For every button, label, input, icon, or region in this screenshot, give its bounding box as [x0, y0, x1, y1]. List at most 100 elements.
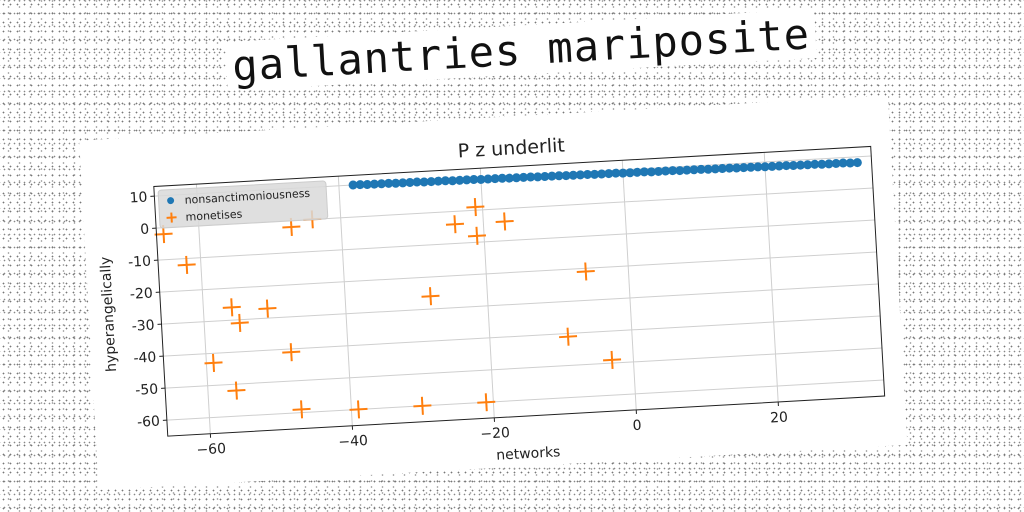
data-point [204, 353, 223, 372]
y-tick-label: -10 [128, 254, 152, 271]
plus-marker-v [429, 287, 433, 306]
data-point [355, 180, 365, 190]
data-point [384, 178, 394, 188]
data-point [703, 164, 713, 174]
data-point [810, 159, 820, 169]
grid-line-x [479, 168, 495, 418]
data-point [796, 160, 806, 170]
data-point [760, 162, 770, 172]
y-tick-label: -30 [131, 318, 155, 335]
data-point [540, 172, 550, 182]
x-tick-label: 0 [632, 418, 642, 434]
data-point [177, 255, 196, 274]
data-point [526, 172, 536, 182]
plus-marker-v [420, 396, 424, 415]
data-point [511, 173, 521, 183]
series-nonsanctimoniousness [348, 158, 862, 190]
chart-title: P z underlit [457, 135, 565, 163]
data-point [675, 166, 685, 176]
y-axis-ticks: 10 0 -10 -20 -30 -40 -50 -60 [128, 189, 167, 431]
series-monetises [154, 197, 622, 419]
legend: nonsanctimoniousness monetises [157, 180, 329, 229]
plus-marker-v [234, 381, 238, 400]
data-point [448, 176, 458, 186]
data-point [561, 171, 571, 181]
data-point [467, 226, 487, 245]
data-point [376, 179, 386, 189]
data-point [258, 299, 277, 318]
plus-marker-v [503, 212, 507, 231]
data-point [803, 160, 813, 170]
data-point [653, 166, 663, 176]
plus-marker-v [300, 400, 304, 419]
grid-line-y [161, 283, 879, 325]
plus-marker-v [230, 298, 234, 317]
data-point [440, 176, 450, 186]
data-point [590, 169, 600, 179]
data-point [413, 396, 432, 415]
data-point [753, 162, 763, 172]
data-point [445, 215, 465, 234]
data-point [222, 298, 241, 317]
plus-marker-v [212, 353, 216, 372]
plus-marker-v [185, 255, 189, 274]
data-point [230, 313, 249, 332]
plus-marker-v [584, 262, 588, 281]
data-point [639, 167, 649, 177]
data-point [476, 174, 486, 184]
grid-line-y [157, 219, 875, 261]
x-axis-ticks: −60 −40 −20 0 20 [196, 401, 789, 459]
data-point [421, 287, 440, 306]
data-point [568, 170, 578, 180]
data-point [661, 166, 671, 176]
data-point [732, 163, 742, 173]
data-point [497, 173, 507, 183]
data-point [582, 169, 592, 179]
data-point [227, 381, 246, 400]
x-tick-label: −40 [338, 433, 368, 451]
data-point [533, 172, 543, 182]
data-point [845, 158, 855, 168]
grid-line-x [337, 176, 353, 426]
data-point [611, 168, 621, 178]
data-point [559, 327, 578, 346]
plus-marker-v [357, 400, 361, 419]
y-tick-label: -50 [135, 382, 159, 399]
data-point [774, 161, 784, 171]
data-point [696, 164, 706, 174]
chart-figure: P z underlit 10 0 -10 -20 -30 -40 -50 -60 −60 −4… [79, 95, 908, 491]
data-point [519, 172, 529, 182]
data-point [490, 174, 500, 184]
x-axis-label: networks [496, 444, 561, 464]
data-point [469, 175, 479, 185]
data-point [462, 175, 472, 185]
data-point [412, 177, 422, 187]
plus-marker-v [453, 215, 457, 234]
data-point [618, 168, 628, 178]
data-point [838, 158, 848, 168]
data-point [466, 197, 485, 217]
plus-marker-v [289, 343, 293, 362]
plus-marker-v [566, 327, 570, 346]
data-point [646, 167, 656, 177]
plus-marker-v [484, 393, 488, 412]
data-point [554, 171, 564, 181]
grid-line-x [621, 160, 637, 410]
data-point [405, 177, 415, 187]
x-tick-label: −60 [196, 441, 226, 459]
data-point [746, 162, 756, 172]
data-point [632, 167, 642, 177]
x-tick-label: 20 [770, 409, 789, 426]
y-tick-label: 0 [140, 221, 150, 237]
data-point [504, 173, 514, 183]
data-point [604, 169, 614, 179]
data-point [348, 180, 358, 190]
data-point [725, 163, 735, 173]
y-axis-label: hyperangelically [98, 256, 120, 372]
data-point [362, 180, 372, 190]
x-tick-label: −20 [480, 425, 510, 443]
data-point [788, 161, 798, 171]
data-point [767, 161, 777, 171]
y-tick-label: -40 [133, 350, 157, 367]
data-point [391, 178, 401, 188]
